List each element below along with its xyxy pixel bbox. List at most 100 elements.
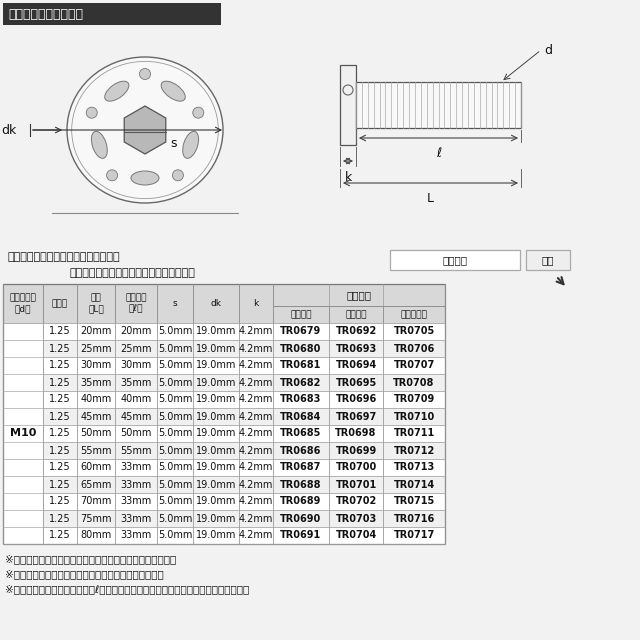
- Bar: [43, 340, 77, 357]
- Text: ゴールド: ゴールド: [345, 310, 367, 319]
- Bar: [273, 493, 329, 510]
- Bar: [340, 65, 356, 145]
- Bar: [3, 357, 43, 374]
- Text: 19.0mm: 19.0mm: [196, 360, 236, 371]
- Bar: [383, 408, 445, 425]
- Bar: [115, 476, 157, 493]
- Circle shape: [107, 170, 118, 181]
- Text: 35mm: 35mm: [120, 378, 152, 387]
- Bar: [3, 374, 43, 391]
- Bar: [356, 82, 521, 128]
- Text: 33mm: 33mm: [120, 497, 152, 506]
- Text: TR0716: TR0716: [394, 513, 435, 524]
- Bar: [193, 284, 239, 323]
- Text: 30mm: 30mm: [120, 360, 152, 371]
- Text: TR0683: TR0683: [280, 394, 322, 404]
- Bar: [3, 323, 43, 340]
- Text: 19.0mm: 19.0mm: [196, 344, 236, 353]
- Text: 4.2mm: 4.2mm: [239, 531, 273, 541]
- Text: 1.25: 1.25: [49, 479, 71, 490]
- Text: TR0689: TR0689: [280, 497, 322, 506]
- Text: お探しの商品に素早くアクセスできます。: お探しの商品に素早くアクセスできます。: [70, 268, 196, 278]
- Bar: [193, 476, 239, 493]
- Bar: [3, 340, 43, 357]
- Bar: [115, 374, 157, 391]
- Text: TR0684: TR0684: [280, 412, 322, 422]
- Text: 1.25: 1.25: [49, 497, 71, 506]
- Bar: [273, 527, 329, 544]
- Text: TR0708: TR0708: [394, 378, 435, 387]
- Bar: [157, 408, 193, 425]
- Text: 45mm: 45mm: [80, 412, 112, 422]
- Text: 19.0mm: 19.0mm: [196, 412, 236, 422]
- Text: 19.0mm: 19.0mm: [196, 394, 236, 404]
- Bar: [273, 476, 329, 493]
- Bar: [193, 442, 239, 459]
- Text: d: d: [544, 44, 552, 56]
- Text: 商品番号: 商品番号: [442, 255, 467, 265]
- Bar: [329, 374, 383, 391]
- Text: 5.0mm: 5.0mm: [158, 479, 192, 490]
- Bar: [239, 391, 273, 408]
- Bar: [383, 442, 445, 459]
- Text: 4.2mm: 4.2mm: [239, 429, 273, 438]
- Bar: [329, 510, 383, 527]
- Bar: [239, 408, 273, 425]
- Bar: [193, 493, 239, 510]
- Text: 5.0mm: 5.0mm: [158, 497, 192, 506]
- Bar: [193, 391, 239, 408]
- Text: 20mm: 20mm: [120, 326, 152, 337]
- Text: TR0709: TR0709: [394, 394, 435, 404]
- Bar: [77, 374, 115, 391]
- Bar: [77, 493, 115, 510]
- Bar: [77, 459, 115, 476]
- Text: 5.0mm: 5.0mm: [158, 394, 192, 404]
- Text: 19.0mm: 19.0mm: [196, 463, 236, 472]
- Text: TR0702: TR0702: [335, 497, 376, 506]
- Text: k: k: [253, 299, 259, 308]
- Bar: [157, 374, 193, 391]
- Bar: [3, 408, 43, 425]
- Bar: [329, 323, 383, 340]
- Bar: [3, 493, 43, 510]
- Bar: [3, 284, 43, 323]
- Bar: [77, 391, 115, 408]
- Text: dk: dk: [2, 124, 17, 136]
- Bar: [239, 357, 273, 374]
- Ellipse shape: [92, 131, 108, 158]
- Bar: [157, 391, 193, 408]
- Bar: [383, 323, 445, 340]
- Bar: [115, 442, 157, 459]
- Bar: [157, 476, 193, 493]
- Text: TR0698: TR0698: [335, 429, 377, 438]
- Text: 5.0mm: 5.0mm: [158, 513, 192, 524]
- Bar: [383, 306, 445, 323]
- Bar: [329, 527, 383, 544]
- Bar: [329, 459, 383, 476]
- Text: ネジ長さ
（ℓ）: ネジ長さ （ℓ）: [125, 294, 147, 313]
- Text: 80mm: 80mm: [81, 531, 111, 541]
- Bar: [383, 476, 445, 493]
- Bar: [329, 340, 383, 357]
- Text: TR0701: TR0701: [335, 479, 376, 490]
- Text: dk: dk: [211, 299, 221, 308]
- Bar: [329, 357, 383, 374]
- Text: TR0707: TR0707: [394, 360, 435, 371]
- Text: TR0715: TR0715: [394, 497, 435, 506]
- Text: ℓ: ℓ: [436, 147, 441, 160]
- Bar: [43, 408, 77, 425]
- Bar: [273, 442, 329, 459]
- Text: 長さ
（L）: 長さ （L）: [88, 294, 104, 313]
- Text: M10: M10: [10, 429, 36, 438]
- Text: 5.0mm: 5.0mm: [158, 360, 192, 371]
- Circle shape: [193, 107, 204, 118]
- Bar: [383, 425, 445, 442]
- Bar: [77, 425, 115, 442]
- Bar: [3, 442, 43, 459]
- Text: TR0696: TR0696: [335, 394, 376, 404]
- Text: TR0679: TR0679: [280, 326, 322, 337]
- Bar: [77, 408, 115, 425]
- Text: 4.2mm: 4.2mm: [239, 394, 273, 404]
- Bar: [383, 340, 445, 357]
- Bar: [383, 357, 445, 374]
